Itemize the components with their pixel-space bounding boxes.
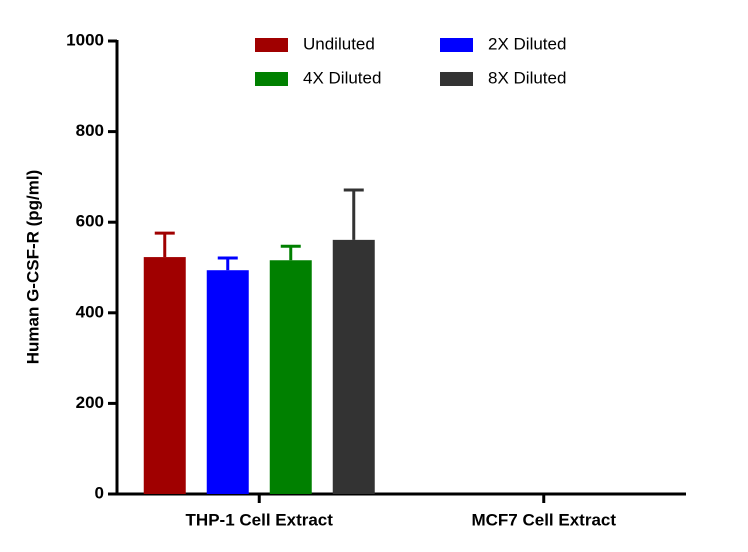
y-tick-label: 1000 [66,30,104,49]
error-bar [217,256,238,271]
legend-label: 2X Diluted [488,34,566,53]
bar [143,257,186,494]
x-tick-label: MCF7 Cell Extract [471,510,616,529]
bar [206,270,249,494]
legend-swatch [440,38,473,52]
y-tick-label: 600 [76,212,104,231]
legend-swatch [255,72,288,86]
error-bar [343,188,364,240]
bar [269,260,312,494]
error-bar [280,244,301,261]
legend-swatch [255,38,288,52]
y-tick-label: 0 [95,483,104,502]
y-tick-label: 800 [76,121,104,140]
legend-label: 8X Diluted [488,68,566,87]
bar [332,239,375,494]
legend-label: 4X Diluted [303,68,381,87]
error-bar [154,231,175,258]
legend-swatch [440,72,473,86]
y-tick-label: 200 [76,393,104,412]
y-tick-label: 400 [76,302,104,321]
y-axis-label: Human G-CSF-R (pg/ml) [23,170,42,365]
x-tick-label: THP-1 Cell Extract [186,510,334,529]
legend-label: Undiluted [303,34,375,53]
